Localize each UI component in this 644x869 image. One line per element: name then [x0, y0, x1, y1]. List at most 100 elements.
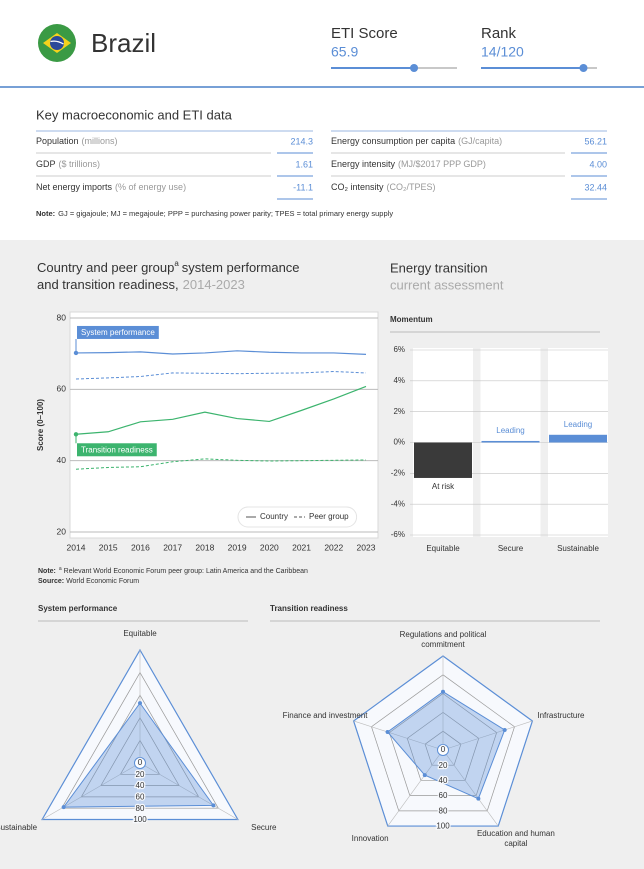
legend-box: [237, 506, 358, 528]
x-tick-label: 2021: [292, 542, 311, 552]
y-tick-label: 40: [57, 455, 67, 465]
title-superscript: a: [174, 259, 179, 268]
table-title: Key macroeconomic and ETI data: [36, 107, 233, 122]
label-text: Energy intensity: [331, 159, 396, 169]
data-point: [422, 773, 427, 778]
x-tick-label: 2020: [260, 542, 279, 552]
origin-marker: [134, 757, 146, 769]
r-tick-label: 20: [439, 761, 448, 770]
r-tick-label: 60: [439, 791, 448, 800]
y-tick-label: 2%: [393, 407, 405, 416]
note-text: World Economic Forum: [66, 578, 139, 585]
chart-note: Note: a Relevant World Economic Forum peer…: [38, 566, 308, 575]
r-tick-label: 100: [436, 822, 450, 831]
data-point: [502, 727, 507, 732]
label-unit: (% of energy use): [115, 182, 186, 192]
chart-subtitle: current assessment: [390, 277, 504, 292]
radar-ring: [406, 711, 480, 781]
radar-ring: [371, 674, 515, 812]
title-part: Country and peer group: [37, 260, 174, 275]
axis-label: Finance and investment: [282, 711, 368, 720]
label-unit: (millions): [82, 136, 118, 146]
legend-label: Peer group: [309, 512, 349, 521]
data-point: [385, 729, 390, 734]
r-tick-label: 0: [441, 745, 446, 754]
spoke: [41, 762, 141, 820]
table-note: Note: GJ = gigajoule; MJ = megajoule; PPP…: [36, 209, 393, 218]
series-marker: [73, 432, 79, 437]
rank-label: Rank: [481, 25, 517, 42]
label-text: CO₂ intensity: [331, 182, 384, 192]
radar-ring: [100, 717, 180, 786]
row-value: -11.1: [293, 182, 313, 192]
row-label: Population (millions): [36, 136, 118, 146]
r-tick-label: 60: [136, 793, 145, 802]
x-tick-label: 2016: [131, 542, 150, 552]
label-text: GDP: [36, 159, 56, 169]
x-tick-label: 2022: [324, 542, 343, 552]
label-unit: ($ trillions): [59, 159, 101, 169]
r-tick-label: 100: [133, 815, 147, 824]
radar-ring: [80, 694, 200, 798]
eti-score-label: ETI Score: [331, 25, 398, 42]
label-text: Energy consumption per capita: [331, 136, 455, 146]
x-tick-label: Sustainable: [557, 544, 599, 553]
bar: [414, 442, 472, 478]
note-label: Note:: [36, 209, 55, 218]
row-label: Energy intensity (MJ/$2017 PPP GDP): [331, 159, 486, 169]
slider-marker: [410, 64, 419, 72]
chart-title: System performance: [38, 604, 118, 613]
rank-value: 14/120: [481, 44, 524, 60]
note-label: Source:: [38, 578, 64, 585]
country-name: Brazil: [91, 28, 156, 58]
r-tick-label: 80: [136, 804, 145, 813]
axis-label: Infrastructure: [537, 711, 585, 720]
r-tick-label: 20: [136, 770, 145, 779]
r-tick-label: 80: [439, 806, 448, 815]
x-tick-label: 2014: [67, 542, 86, 552]
x-tick-label: Secure: [498, 544, 524, 553]
chart-title: and transition readiness, 2014-2023: [37, 277, 245, 292]
legend-label: Country: [260, 512, 288, 521]
axis-label: Sustainable: [0, 822, 38, 832]
row-label: Energy consumption per capita (GJ/capita): [331, 136, 502, 146]
peer-line: [75, 458, 367, 470]
bar-annotation: Leading: [564, 420, 592, 429]
data-point: [476, 796, 481, 801]
x-tick-label: Equitable: [426, 544, 460, 553]
note-label: Note:: [38, 568, 56, 575]
y-tick-label: 60: [57, 384, 67, 394]
row-value: 56.21: [584, 136, 607, 146]
radar-ring: [61, 671, 219, 809]
y-tick-label: 0%: [393, 438, 405, 447]
title-part: and transition readiness,: [37, 277, 179, 292]
axis-label: Education and human capital: [476, 828, 555, 848]
row-value: 4.00: [589, 159, 607, 169]
bar-annotation: Leading: [496, 426, 524, 435]
label-unit: (CO₂/TPES): [387, 182, 436, 192]
chart-note: Source: World Economic Forum: [38, 578, 139, 585]
note-text: Relevant World Economic Forum peer group…: [64, 568, 308, 575]
bar-annotation: At risk: [432, 482, 455, 491]
row-value: 214.3: [290, 136, 313, 146]
series-label: System performance: [81, 328, 155, 337]
radar-ring: [388, 693, 498, 796]
label-text: Population: [36, 136, 79, 146]
y-tick-label: -6%: [391, 530, 405, 539]
plot-area: [69, 311, 379, 539]
radar-ring: [352, 655, 534, 827]
y-tick-label: 20: [57, 526, 67, 536]
note-superscript: a: [59, 566, 62, 572]
chart-subtitle: 2014-2023: [183, 277, 245, 292]
peer-line: [75, 370, 367, 380]
spoke: [442, 749, 499, 827]
label-text: Net energy imports: [36, 182, 113, 192]
slider-marker: [579, 64, 588, 72]
chart-title: Energy transition: [390, 260, 488, 275]
data-area: [62, 702, 215, 808]
y-tick-label: 80: [57, 312, 67, 322]
axis-label: Secure: [251, 822, 277, 832]
chart-title: Country and peer groupa system performanc…: [37, 259, 300, 275]
row-label: Net energy imports (% of energy use): [36, 182, 186, 192]
